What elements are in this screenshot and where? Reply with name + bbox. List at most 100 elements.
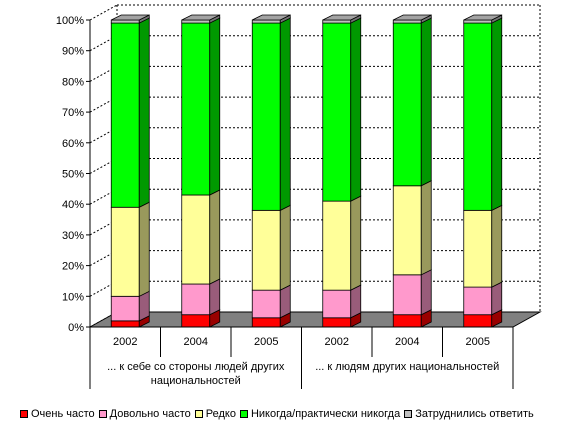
legend-swatch <box>404 410 413 419</box>
y-tick-label: 60% <box>62 138 84 150</box>
x-tick-label: 2002 <box>113 336 137 348</box>
legend-item: Редко <box>194 408 236 421</box>
legend-label: Редко <box>205 408 236 421</box>
x-group-label: ... к людям других национальностей <box>315 361 499 373</box>
y-tick-label: 90% <box>62 46 84 58</box>
y-axis: 0% 10% 20% 30% 40% 50% 60% 70% 80% 90% 100% <box>56 15 91 334</box>
y-tick-label: 70% <box>62 107 84 119</box>
bar-side <box>209 278 221 316</box>
bar-top <box>181 14 220 21</box>
legend-item: Затруднились ответить <box>404 408 534 420</box>
legend-item: Довольно часто <box>98 408 191 421</box>
bar-top <box>393 14 432 21</box>
bar-front <box>181 22 211 196</box>
bar-front <box>392 22 422 187</box>
bar-side <box>420 17 432 187</box>
bar-top <box>111 14 150 21</box>
bar-front <box>110 22 140 208</box>
bar-segment <box>110 14 150 24</box>
bar-segment <box>251 14 291 24</box>
bar-front <box>251 289 281 319</box>
bar-front <box>322 289 352 319</box>
bars <box>110 14 503 328</box>
legend-label: Очень часто <box>31 408 95 421</box>
y-tick-label: 10% <box>62 291 84 303</box>
legend: Очень часто Довольно часто Редко Никогда/пр… <box>20 408 565 426</box>
bar-front <box>110 320 140 328</box>
bar-front <box>181 314 211 328</box>
bar-segment <box>463 281 503 316</box>
bar-segment <box>251 17 291 211</box>
bar-front <box>463 286 493 316</box>
legend-item: Очень часто <box>20 408 95 420</box>
bar-front <box>110 206 140 297</box>
legend-swatch <box>98 410 107 419</box>
bar-segment <box>110 290 150 322</box>
bar-segment <box>463 14 503 24</box>
bar-front <box>463 22 493 211</box>
y-tick-label: 100% <box>56 15 84 27</box>
bar-front <box>251 317 281 328</box>
bar-front <box>181 283 211 316</box>
bar-side <box>491 281 503 316</box>
bar-side <box>350 284 362 319</box>
bar-front <box>181 194 211 285</box>
bar-front <box>392 314 422 328</box>
bar-front <box>251 209 281 291</box>
bar-front <box>181 19 211 24</box>
bar-segment <box>110 201 150 297</box>
y-tick-label: 50% <box>62 169 84 181</box>
x-tick-label: 2005 <box>254 336 278 348</box>
bar-segment <box>392 17 432 187</box>
bar-side <box>209 17 221 196</box>
bar-segment <box>322 14 362 24</box>
bar-side <box>350 195 362 291</box>
bar-front <box>322 19 352 24</box>
bar-front <box>322 200 352 291</box>
bar-side <box>138 17 150 208</box>
bar-front <box>392 274 422 316</box>
bar-segment <box>322 284 362 319</box>
bar-side <box>350 17 362 202</box>
x-tick-label: 2004 <box>184 336 208 348</box>
bar-side <box>209 189 221 285</box>
bar-front <box>392 19 422 24</box>
bar-segment <box>181 17 221 196</box>
bar-side <box>279 204 291 291</box>
bar-segment <box>181 14 221 24</box>
y-tick-label: 20% <box>62 261 84 273</box>
bar-side <box>279 17 291 211</box>
bar-segment <box>392 14 432 24</box>
bar-segment <box>181 189 221 285</box>
legend-label: Довольно часто <box>109 408 191 421</box>
bar-segment <box>392 180 432 276</box>
bar-front <box>463 19 493 24</box>
bar-side <box>491 204 503 288</box>
bar-side <box>420 180 432 276</box>
bar-segment <box>110 17 150 208</box>
bar-segment <box>392 269 432 316</box>
x-tick-label: 2005 <box>466 336 490 348</box>
bar-front <box>110 19 140 24</box>
bar-segment <box>181 278 221 316</box>
x-axis: 2002 2004 2005 2002 2004 2005 ... к себе со ст… <box>89 326 514 389</box>
x-tick-label: 2004 <box>395 336 419 348</box>
bar-top <box>463 14 502 21</box>
bar-side <box>138 201 150 297</box>
bar-front <box>463 209 493 288</box>
legend-swatch <box>194 410 203 419</box>
bar-side <box>420 269 432 316</box>
bar-top <box>252 14 291 21</box>
bar-front <box>110 295 140 322</box>
bar-front <box>251 22 281 211</box>
bar-front <box>322 22 352 202</box>
grid-line-diagonal <box>89 4 118 21</box>
legend-item: Никогда/практически никогда <box>239 408 400 420</box>
bar-side <box>491 17 503 211</box>
legend-label: Затруднились ответить <box>415 408 534 421</box>
bar-segment <box>322 195 362 291</box>
bar-front <box>463 314 493 328</box>
bar-segment <box>322 17 362 202</box>
x-tick-label: 2002 <box>325 336 349 348</box>
